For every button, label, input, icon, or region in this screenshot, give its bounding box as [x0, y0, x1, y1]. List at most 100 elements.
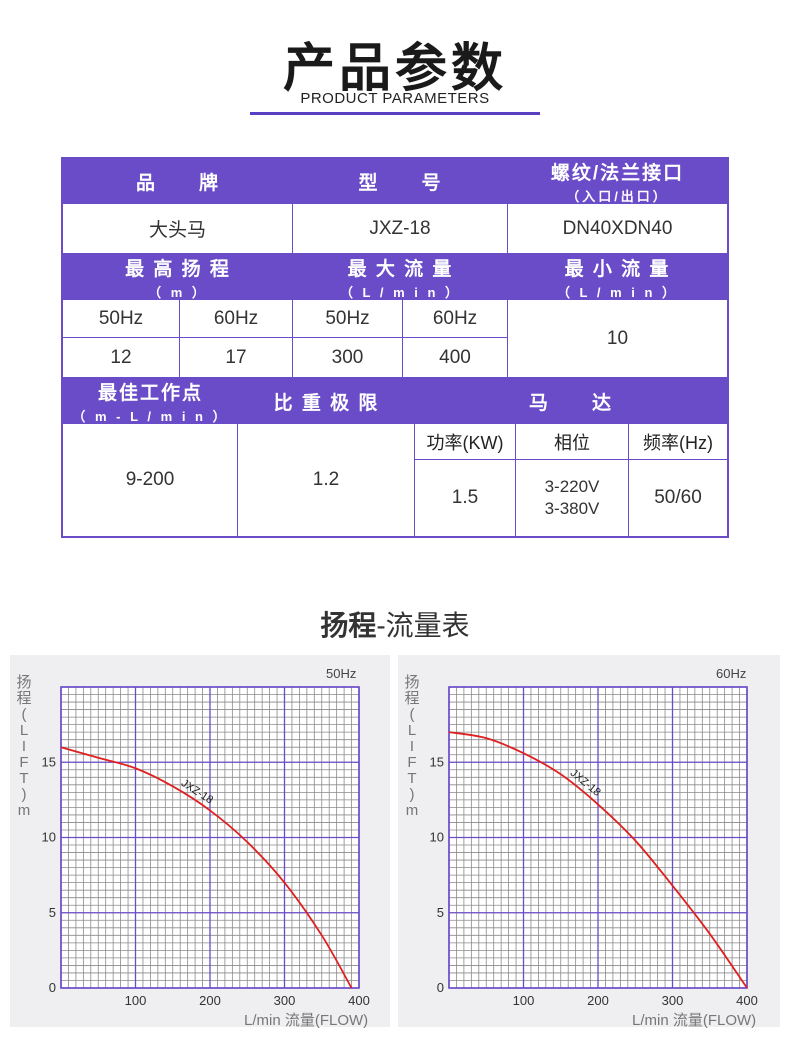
port-text: DN40XDN40: [562, 217, 673, 239]
max-head-label: 最 高 扬 程: [125, 258, 231, 280]
gravity-text: 1.2: [312, 469, 340, 490]
power-header: 功率(KW): [415, 424, 516, 460]
flow-60hz-value: 400: [403, 338, 508, 378]
gravity-label: 比 重 极 限: [273, 392, 380, 414]
motor-label: 马 达: [528, 392, 613, 414]
ylabel-char: (: [409, 706, 415, 723]
xlabel-60hz: L/min 流量(FLOW): [632, 1012, 757, 1029]
ylabel-char: 扬: [404, 674, 420, 691]
header-port-sub: （入口/出口）: [566, 189, 669, 204]
y-tick-label: 5: [437, 905, 444, 920]
chart-panel-60hz: 扬程(L I F T) m 60Hz L/min 流量(FLOW) 100 200 300 4…: [398, 655, 780, 1029]
ylabel-char: 程: [404, 690, 420, 707]
ylabel-char: L: [19, 722, 29, 739]
header-brand: 品 牌: [63, 159, 293, 204]
phase-text-1: 3-220V: [544, 477, 600, 496]
header-port-label: 螺纹/法兰接口: [550, 163, 685, 184]
best-point-value: 9-200: [63, 424, 238, 536]
y-tick-label: 15: [42, 754, 56, 769]
head-50hz-label: 50Hz: [63, 300, 180, 338]
model-text: JXZ-18: [369, 217, 431, 239]
max-head-unit: （ m ）: [148, 284, 208, 300]
freq-label: 频率(Hz): [643, 432, 713, 453]
phase-label: 相位: [554, 432, 590, 453]
header-min-flow: 最 小 流 量 （ L / m i n ）: [508, 254, 727, 300]
flow-50hz-value: 300: [293, 338, 403, 378]
ylabel-char: (: [21, 706, 27, 723]
gravity-value: 1.2: [238, 424, 415, 536]
flow-60hz-text: 60Hz: [432, 307, 478, 329]
chart-heading-bold: 扬程: [320, 610, 377, 641]
head-60hz-value: 17: [180, 338, 293, 378]
x-tick-label: 200: [199, 993, 221, 1008]
flow-60hz-number: 400: [439, 346, 471, 368]
ylabel-char: F: [19, 754, 29, 771]
x-tick-label: 400: [348, 993, 370, 1008]
ylabel-char: ): [21, 786, 27, 803]
flow-60hz-label: 60Hz: [403, 300, 508, 338]
series-line: [60, 746, 353, 989]
ylabel-char: 程: [16, 690, 32, 707]
freq-header: 频率(Hz): [629, 424, 727, 460]
head-50hz-text: 50Hz: [98, 307, 144, 329]
parameter-table: 品 牌 型 号 螺纹/法兰接口 （入口/出口） 大头马 JXZ-18 DN40X…: [61, 157, 729, 538]
y-tick-label: 10: [42, 830, 56, 845]
ylabel-char: I: [21, 738, 27, 755]
y-tick-label: 10: [430, 830, 444, 845]
chart-panel-50hz: 扬程(L I F T) m 50Hz L/min 流量(FLOW) 100 200 300 4…: [10, 655, 390, 1029]
y-tick-label: 5: [49, 905, 56, 920]
ylabel-char: m: [405, 802, 419, 819]
flow-50hz-number: 300: [331, 346, 364, 368]
head-50hz-number: 12: [110, 346, 132, 368]
ylabel-char: T: [407, 770, 417, 787]
header-brand-label: 品 牌: [135, 173, 220, 194]
chart-section-heading: 扬程-流量表: [0, 604, 790, 644]
header-max-flow: 最 大 流 量 （ L / m i n ）: [293, 254, 508, 300]
header-gravity: 比 重 极 限: [238, 378, 415, 424]
brand-text: 大头马: [148, 220, 206, 241]
ylabel-char: ): [409, 786, 415, 803]
ylabel-char: 扬: [16, 674, 32, 691]
head-60hz-number: 17: [225, 346, 247, 368]
ylabel-char: m: [17, 802, 31, 819]
head-60hz-label: 60Hz: [180, 300, 293, 338]
header-motor: 马 达: [415, 378, 727, 424]
page-subtitle: PRODUCT PARAMETERS: [300, 90, 490, 107]
x-tick-label: 400: [736, 993, 758, 1008]
chart-title-60hz: 60Hz: [716, 666, 747, 681]
title-underline: [250, 112, 540, 115]
x-tick-label: 300: [662, 993, 684, 1008]
phase-text-2: 3-380V: [544, 499, 600, 518]
series-line: [448, 731, 748, 989]
header-port: 螺纹/法兰接口 （入口/出口）: [508, 159, 727, 204]
x-tick-label: 100: [513, 993, 535, 1008]
power-label: 功率(KW): [426, 432, 504, 453]
chart-title-50hz: 50Hz: [326, 666, 357, 681]
best-point-text: 9-200: [125, 469, 175, 490]
plot-border: [60, 686, 360, 989]
ylabel-char: T: [19, 770, 29, 787]
page-title: 产品参数: [282, 40, 507, 98]
head-50hz-value: 12: [63, 338, 180, 378]
phase-value: 3-220V 3-380V: [516, 460, 629, 536]
x-tick-label: 200: [587, 993, 609, 1008]
flow-50hz-text: 50Hz: [325, 307, 370, 329]
power-value: 1.5: [415, 460, 516, 536]
ylabel-char: I: [409, 738, 415, 755]
header-model-label: 型 号: [358, 173, 443, 194]
ylabel-char: F: [407, 754, 417, 771]
port-value: DN40XDN40: [508, 204, 727, 254]
title-block: 产品参数 PRODUCT PARAMETERS: [0, 0, 790, 130]
ylabel-50hz: 扬程(L I F T) m: [14, 675, 34, 819]
header-model: 型 号: [293, 159, 508, 204]
chart-heading-rest: -流量表: [376, 610, 470, 641]
max-flow-label: 最 大 流 量: [347, 258, 454, 280]
y-tick-label: 0: [437, 980, 444, 995]
max-flow-unit: （ L / m i n ）: [339, 284, 462, 300]
power-text: 1.5: [451, 487, 479, 508]
min-flow-label: 最 小 流 量: [564, 258, 671, 280]
x-tick-label: 300: [274, 993, 296, 1008]
y-tick-label: 0: [49, 980, 56, 995]
